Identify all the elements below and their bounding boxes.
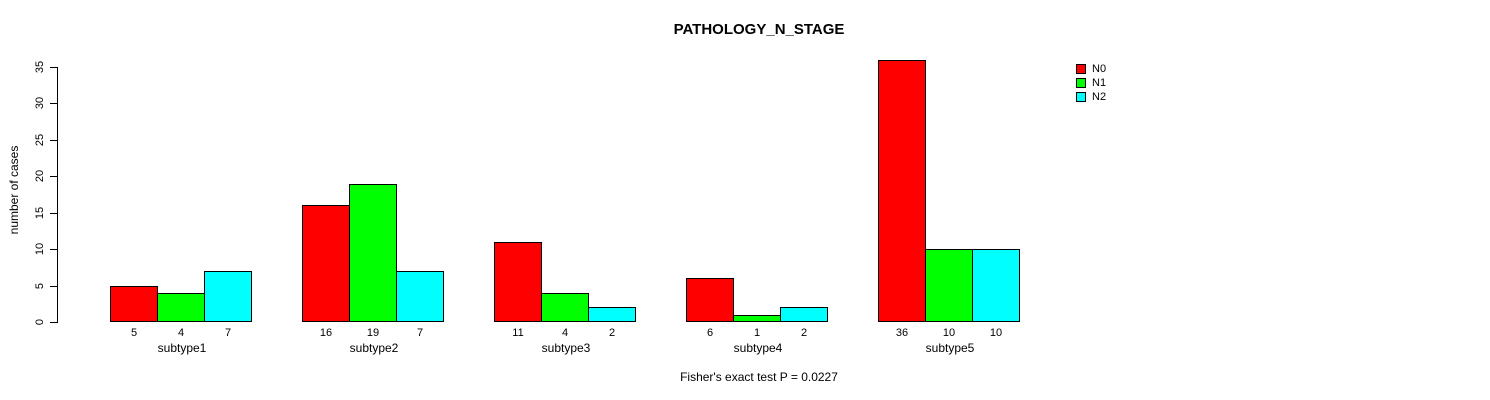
y-tick: [50, 103, 57, 105]
y-tick: [50, 176, 57, 178]
bar-value-label: 4: [177, 327, 185, 339]
bar-N2-subtype4: [780, 307, 828, 322]
bar-N0-subtype3: [494, 242, 542, 322]
category-label: subtype4: [733, 341, 783, 355]
legend-swatch-icon: [1076, 78, 1086, 88]
bar-N2-subtype5: [972, 249, 1020, 322]
y-tick-label: 25: [34, 133, 46, 146]
legend-label: N0: [1092, 63, 1107, 75]
bar-N1-subtype2: [349, 184, 397, 322]
y-tick: [50, 249, 57, 251]
category-label: subtype3: [541, 341, 591, 355]
bar-N0-subtype2: [302, 205, 350, 322]
bar-N0-subtype4: [686, 278, 734, 322]
legend-label: N2: [1092, 91, 1107, 103]
bar-value-label: 6: [706, 327, 714, 339]
bar-value-label: 1: [753, 327, 761, 339]
y-tick-label: 30: [34, 97, 46, 110]
bar-N1-subtype3: [541, 293, 589, 322]
bar-value-label: 19: [366, 327, 380, 339]
category-label: subtype5: [925, 341, 975, 355]
legend-label: N1: [1092, 77, 1107, 89]
y-tick: [50, 212, 57, 214]
bar-N1-subtype5: [925, 249, 973, 322]
y-tick: [50, 139, 57, 141]
y-tick-label: 15: [34, 206, 46, 219]
bar-N2-subtype2: [396, 271, 444, 322]
annotation-fisher-test: Fisher's exact test P = 0.0227: [680, 370, 838, 384]
y-tick-label: 0: [34, 318, 46, 326]
bar-value-label: 2: [608, 327, 616, 339]
bar-value-label: 10: [942, 327, 956, 339]
bar-value-label: 36: [895, 327, 909, 339]
legend-swatch-icon: [1076, 64, 1086, 74]
y-axis-label: number of cases: [7, 145, 21, 235]
y-tick-label: 5: [34, 282, 46, 289]
bar-value-label: 5: [130, 327, 138, 339]
y-tick-label: 20: [34, 170, 46, 183]
legend-swatch-icon: [1076, 92, 1086, 102]
category-label: subtype2: [349, 341, 399, 355]
y-tick: [50, 67, 57, 68]
bar-value-label: 2: [800, 327, 808, 339]
category-label: subtype1: [157, 341, 207, 355]
legend: N0 N1 N2: [1076, 62, 1106, 104]
y-tick: [50, 285, 57, 287]
bar-N2-subtype3: [588, 307, 636, 322]
bar-value-label: 7: [224, 327, 232, 339]
legend-item-N1: N1: [1076, 76, 1106, 90]
bar-N0-subtype5: [878, 60, 926, 322]
y-tick-label: 10: [34, 243, 46, 256]
chart-title: PATHOLOGY_N_STAGE: [673, 21, 845, 38]
bar-N2-subtype1: [204, 271, 252, 322]
y-tick: [50, 322, 57, 323]
bar-value-label: 10: [989, 327, 1003, 339]
bar-N1-subtype4: [733, 315, 781, 322]
bar-value-label: 16: [319, 327, 333, 339]
bar-N1-subtype1: [157, 293, 205, 322]
y-axis-line: [57, 67, 58, 323]
legend-item-N2: N2: [1076, 90, 1106, 104]
bar-value-label: 7: [416, 327, 424, 339]
y-tick-label: 35: [34, 60, 46, 74]
legend-item-N0: N0: [1076, 62, 1106, 76]
bar-value-label: 4: [561, 327, 569, 339]
bar-N0-subtype1: [110, 286, 158, 322]
bar-value-label: 11: [512, 327, 524, 339]
